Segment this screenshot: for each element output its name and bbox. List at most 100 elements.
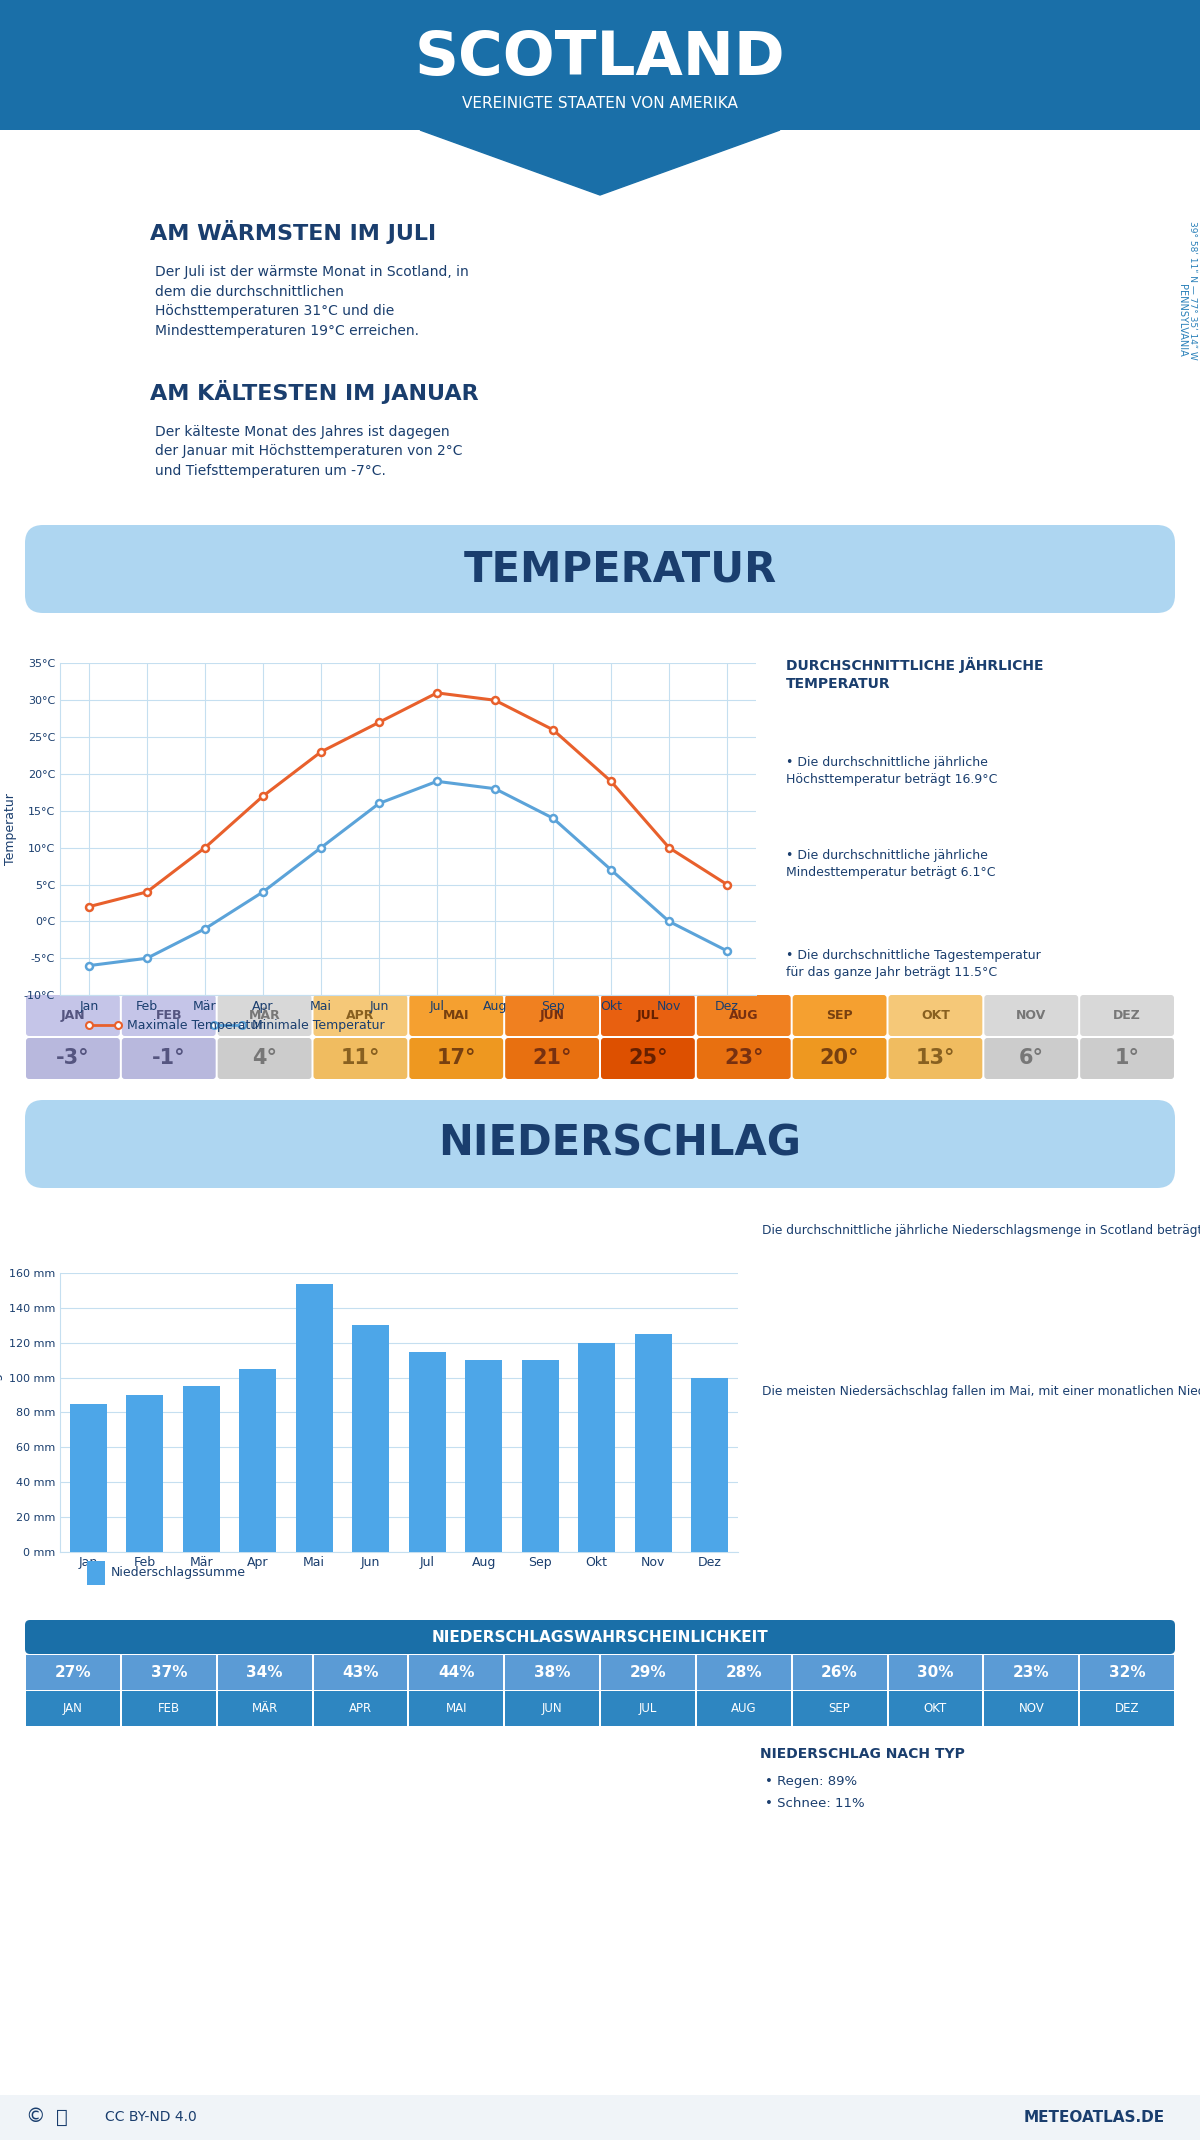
Text: PENNSYLVANIA: PENNSYLVANIA <box>1177 285 1187 357</box>
Text: 44%: 44% <box>438 1665 474 1680</box>
Bar <box>353 1325 389 1552</box>
Text: OKT: OKT <box>924 1701 947 1714</box>
Text: AM KÄLTESTEN IM JANUAR: AM KÄLTESTEN IM JANUAR <box>150 381 479 404</box>
Text: DURCHSCHNITTLICHE JÄHRLICHE
TEMPERATUR: DURCHSCHNITTLICHE JÄHRLICHE TEMPERATUR <box>786 657 1044 691</box>
Text: • Schnee: 11%: • Schnee: 11% <box>766 1798 865 1810</box>
Text: MÄR: MÄR <box>248 1008 281 1023</box>
Bar <box>313 1691 407 1727</box>
Text: TÄGLICHE TEMPERATUR: TÄGLICHE TEMPERATUR <box>470 965 730 984</box>
Text: 6°: 6° <box>1019 1049 1044 1068</box>
Bar <box>409 1691 503 1727</box>
Text: Maximale Temperatur: Maximale Temperatur <box>127 1019 264 1031</box>
FancyBboxPatch shape <box>984 995 1078 1036</box>
Bar <box>26 1691 120 1727</box>
Text: • Die durchschnittliche jährliche
Mindesttemperatur beträgt 6.1°C: • Die durchschnittliche jährliche Mindes… <box>786 850 996 880</box>
Text: 21°: 21° <box>533 1049 572 1068</box>
Text: AUG: AUG <box>731 1701 756 1714</box>
Text: JAN: JAN <box>62 1701 83 1714</box>
Y-axis label: Niederschlag: Niederschlag <box>0 1372 2 1453</box>
Text: AUG: AUG <box>728 1008 758 1023</box>
Bar <box>522 1361 559 1552</box>
Text: DEZ: DEZ <box>1114 1008 1141 1023</box>
Bar <box>296 1284 332 1552</box>
Text: TEMPERATUR: TEMPERATUR <box>463 548 776 591</box>
Text: 17°: 17° <box>437 1049 476 1068</box>
FancyBboxPatch shape <box>888 1038 983 1079</box>
Bar <box>182 1387 220 1552</box>
Bar <box>122 1691 216 1727</box>
Bar <box>635 1333 672 1552</box>
Text: SEP: SEP <box>827 1008 853 1023</box>
Bar <box>1080 1654 1174 1691</box>
Text: NOV: NOV <box>1019 1701 1044 1714</box>
Text: • Regen: 89%: • Regen: 89% <box>766 1774 857 1789</box>
Text: NIEDERSCHLAGSWAHRSCHEINLICHKEIT: NIEDERSCHLAGSWAHRSCHEINLICHKEIT <box>432 1629 768 1644</box>
Bar <box>984 1691 1078 1727</box>
Text: SCOTLAND: SCOTLAND <box>415 28 785 88</box>
Polygon shape <box>420 131 780 195</box>
Text: MÄR: MÄR <box>252 1701 277 1714</box>
Text: CC BY-ND 4.0: CC BY-ND 4.0 <box>106 2110 197 2125</box>
Text: JUN: JUN <box>541 1701 563 1714</box>
Text: 11°: 11° <box>341 1049 380 1068</box>
Text: 27%: 27% <box>55 1665 91 1680</box>
FancyBboxPatch shape <box>793 1038 887 1079</box>
Text: DEZ: DEZ <box>1115 1701 1139 1714</box>
FancyBboxPatch shape <box>888 995 983 1036</box>
Bar <box>409 1654 503 1691</box>
FancyBboxPatch shape <box>313 1038 407 1079</box>
FancyBboxPatch shape <box>122 1038 216 1079</box>
Text: MAI: MAI <box>445 1701 467 1714</box>
Text: Der Juli ist der wärmste Monat in Scotland, in
dem die durchschnittlichen
Höchst: Der Juli ist der wärmste Monat in Scotla… <box>155 265 469 338</box>
Bar <box>601 1691 695 1727</box>
Text: JUL: JUL <box>637 1008 659 1023</box>
Text: 4°: 4° <box>252 1049 277 1068</box>
Bar <box>126 1395 163 1552</box>
Text: 43%: 43% <box>342 1665 379 1680</box>
Text: FEB: FEB <box>157 1701 180 1714</box>
FancyBboxPatch shape <box>505 1038 599 1079</box>
Text: 23°: 23° <box>724 1049 763 1068</box>
Bar <box>601 1654 695 1691</box>
FancyBboxPatch shape <box>697 995 791 1036</box>
Text: 29%: 29% <box>630 1665 666 1680</box>
Bar <box>505 1654 599 1691</box>
Bar <box>88 1560 106 1586</box>
Bar <box>505 1691 599 1727</box>
Bar <box>466 1361 502 1552</box>
Bar <box>888 1654 983 1691</box>
Text: FEB: FEB <box>156 1008 182 1023</box>
Text: 34%: 34% <box>246 1665 283 1680</box>
Text: • Die durchschnittliche Tagestemperatur
für das ganze Jahr beträgt 11.5°C: • Die durchschnittliche Tagestemperatur … <box>786 948 1040 978</box>
Text: NIEDERSCHLAG NACH TYP: NIEDERSCHLAG NACH TYP <box>760 1746 965 1761</box>
Bar <box>793 1691 887 1727</box>
FancyBboxPatch shape <box>26 995 120 1036</box>
Text: Der kälteste Monat des Jahres ist dagegen
der Januar mit Höchsttemperaturen von : Der kälteste Monat des Jahres ist dagege… <box>155 426 462 477</box>
Text: APR: APR <box>347 1008 374 1023</box>
FancyBboxPatch shape <box>122 995 216 1036</box>
Text: 38%: 38% <box>534 1665 570 1680</box>
Bar <box>0 0 1200 131</box>
Bar <box>0 2095 1200 2140</box>
Text: MAI: MAI <box>443 1008 469 1023</box>
FancyBboxPatch shape <box>505 995 599 1036</box>
FancyBboxPatch shape <box>601 995 695 1036</box>
Bar <box>578 1344 616 1552</box>
FancyBboxPatch shape <box>984 1038 1078 1079</box>
FancyBboxPatch shape <box>601 1038 695 1079</box>
Y-axis label: Temperatur: Temperatur <box>4 794 17 865</box>
Text: 23%: 23% <box>1013 1665 1050 1680</box>
Text: 39° 58ʹ 11ʺ N — 77° 35ʹ 14ʺ W: 39° 58ʹ 11ʺ N — 77° 35ʹ 14ʺ W <box>1188 220 1196 360</box>
FancyBboxPatch shape <box>25 524 1175 612</box>
FancyBboxPatch shape <box>409 1038 503 1079</box>
Text: AM WÄRMSTEN IM JULI: AM WÄRMSTEN IM JULI <box>150 220 436 244</box>
FancyBboxPatch shape <box>1080 995 1174 1036</box>
Text: 1°: 1° <box>1115 1049 1140 1068</box>
Text: ©: © <box>25 2108 44 2127</box>
Bar <box>793 1654 887 1691</box>
Bar <box>697 1691 791 1727</box>
Bar <box>217 1691 312 1727</box>
FancyBboxPatch shape <box>793 995 887 1036</box>
Bar <box>217 1654 312 1691</box>
Text: OKT: OKT <box>920 1008 950 1023</box>
